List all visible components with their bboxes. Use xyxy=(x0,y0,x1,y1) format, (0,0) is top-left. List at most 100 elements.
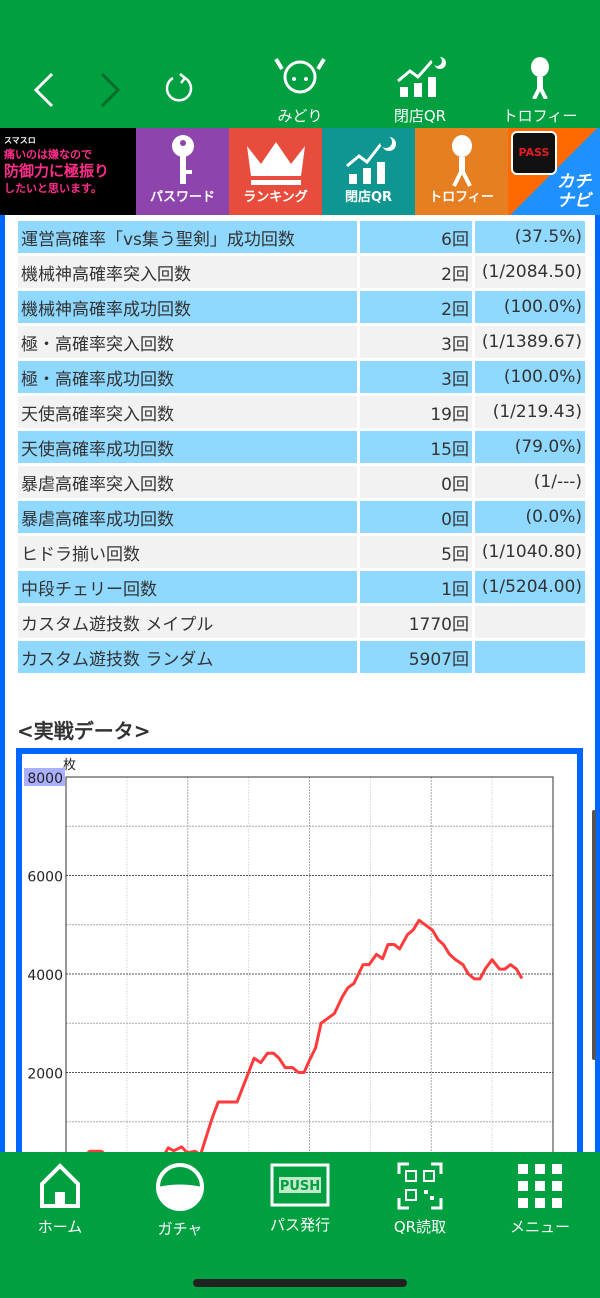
topbar-label: トロフィー xyxy=(502,107,578,125)
topbar-item-trophy[interactable]: トロフィー xyxy=(490,55,590,126)
banner-password[interactable]: パスワード xyxy=(136,128,229,215)
cell-label: 機械神高確率突入回数 xyxy=(18,256,357,288)
bottom-nav-menu[interactable]: メニュー xyxy=(480,1162,600,1237)
table-row: 天使高確率突入回数 19回 (1/219.43) xyxy=(18,396,585,428)
bottom-nav-qr-read[interactable]: QR読取 xyxy=(360,1162,480,1237)
cell-label: カスタム遊技数 ランダム xyxy=(18,641,357,673)
home-icon xyxy=(40,1163,80,1208)
chart-moon-icon xyxy=(345,136,396,184)
bottom-nav: ホーム ガチャ PUSH パス発行 QR読取 メニュー xyxy=(0,1152,600,1298)
banner-closing-qr[interactable]: 閉店QR xyxy=(322,128,415,215)
banner-label: 閉店QR xyxy=(344,190,393,205)
cell-count: 2回 xyxy=(360,291,472,323)
cell-rate: (1/219.43) xyxy=(475,396,585,428)
logo-text: 痛いのは嫌なので xyxy=(4,148,92,161)
reload-icon[interactable] xyxy=(163,72,195,113)
cell-count: 3回 xyxy=(360,326,472,358)
table-row: 運営高確率「vs集う聖剣」成功回数 6回 (37.5%) xyxy=(18,221,585,253)
cell-count: 3回 xyxy=(360,361,472,393)
bottom-nav-label: パス発行 xyxy=(269,1216,330,1234)
banner-kachinavi[interactable]: PASS カチナビ xyxy=(508,128,600,215)
bottom-nav-pass-issue[interactable]: PUSH パス発行 xyxy=(240,1162,360,1235)
cell-label: 運営高確率「vs集う聖剣」成功回数 xyxy=(18,221,357,253)
chevron-left-icon[interactable] xyxy=(32,70,56,119)
chart-frame xyxy=(16,748,583,1168)
table-row: 天使高確率成功回数 15回 (79.0%) xyxy=(18,431,585,463)
cell-label: 機械神高確率成功回数 xyxy=(18,291,357,323)
tick-highlight xyxy=(24,768,65,786)
cell-rate: (79.0%) xyxy=(475,431,585,463)
y-tick-label: 6000 xyxy=(27,870,63,886)
logo-text: 防御力に極振り xyxy=(4,162,110,180)
logo-text: スマスロ xyxy=(4,136,36,145)
pass-badge: PASS xyxy=(511,131,557,175)
actual-data-chart: 8000 6000 4000 2000 枚 xyxy=(24,758,554,1170)
cell-label: ヒドラ揃い回数 xyxy=(18,536,357,568)
y-tick-label: 8000 xyxy=(27,771,63,787)
topbar-item-midori[interactable]: みどり xyxy=(250,55,350,126)
top-bar: みどり 閉店QR トロフィー xyxy=(0,0,600,128)
y-tick-label: 2000 xyxy=(27,1067,63,1083)
banner-label: トロフィー xyxy=(429,190,494,205)
push-badge-text: PUSH xyxy=(280,1179,320,1194)
cell-count: 19回 xyxy=(360,396,472,428)
topbar-label: みどり xyxy=(277,107,323,125)
table-row: カスタム遊技数 メイプル 1770回 xyxy=(18,606,585,638)
cell-rate: (1/2084.50) xyxy=(475,256,585,288)
bottom-nav-label: メニュー xyxy=(509,1218,570,1236)
cell-rate: (1/1389.67) xyxy=(475,326,585,358)
cell-rate: (1/---) xyxy=(475,466,585,498)
grid-menu-icon xyxy=(518,1164,562,1208)
y-tick-label: 4000 xyxy=(27,968,63,984)
alien-icon xyxy=(451,135,472,187)
cell-rate: (1/1040.80) xyxy=(475,536,585,568)
push-icon: PUSH xyxy=(270,1163,330,1207)
kachinavi-logo: カチナビ xyxy=(557,172,591,211)
bottom-nav-label: QR読取 xyxy=(393,1218,447,1236)
shortcut-banner: スマスロ 痛いのは嫌なので 防御力に極振り したいと思います。 パスワード ラン… xyxy=(0,128,600,215)
table-row: 極・高確率突入回数 3回 (1/1389.67) xyxy=(18,326,585,358)
alien-icon xyxy=(531,57,549,100)
bottom-nav-home[interactable]: ホーム xyxy=(0,1162,120,1237)
cell-count: 6回 xyxy=(360,221,472,253)
topbar-item-closing-qr[interactable]: 閉店QR xyxy=(370,55,470,126)
chevron-right-icon[interactable] xyxy=(98,70,122,119)
y-axis-unit: 枚 xyxy=(63,758,76,773)
gacha-icon xyxy=(156,1163,204,1211)
table-row: 極・高確率成功回数 3回 (100.0%) xyxy=(18,361,585,393)
bottom-nav-gacha[interactable]: ガチャ xyxy=(120,1162,240,1239)
cell-count: 1770回 xyxy=(360,606,472,638)
cell-rate xyxy=(475,606,585,638)
cell-count: 1回 xyxy=(360,571,472,603)
banner-label: パスワード xyxy=(149,190,215,205)
banner-trophy[interactable]: トロフィー xyxy=(415,128,508,215)
table-row: 中段チェリー回数 1回 (1/5204.00) xyxy=(18,571,585,603)
plot-border xyxy=(65,776,554,1170)
scrollbar[interactable] xyxy=(592,810,596,1060)
qr-icon xyxy=(397,1162,443,1210)
home-indicator xyxy=(193,1279,407,1287)
logo-text: したいと思います。 xyxy=(4,182,102,195)
banner-ranking[interactable]: ランキング xyxy=(229,128,322,215)
table-row: 機械神高確率成功回数 2回 (100.0%) xyxy=(18,291,585,323)
cell-label: 極・高確率成功回数 xyxy=(18,361,357,393)
table-row: 機械神高確率突入回数 2回 (1/2084.50) xyxy=(18,256,585,288)
character-icon xyxy=(274,57,326,94)
cell-count: 0回 xyxy=(360,466,472,498)
cell-rate: (0.0%) xyxy=(475,501,585,533)
data-line xyxy=(65,918,524,1170)
cell-rate: (100.0%) xyxy=(475,291,585,323)
content-area: 運営高確率「vs集う聖剣」成功回数 6回 (37.5%) 機械神高確率突入回数 2回 (1… xyxy=(0,215,600,1168)
banner-label: ランキング xyxy=(243,190,308,205)
cell-label: 暴虐高確率突入回数 xyxy=(18,466,357,498)
cell-rate: (37.5%) xyxy=(475,221,585,253)
cell-label: 極・高確率突入回数 xyxy=(18,326,357,358)
cell-rate: (100.0%) xyxy=(475,361,585,393)
table-row: カスタム遊技数 ランダム 5907回 xyxy=(18,641,585,673)
chart-moon-icon xyxy=(397,56,446,97)
game-logo[interactable]: スマスロ 痛いのは嫌なので 防御力に極振り したいと思います。 xyxy=(0,128,136,215)
key-icon xyxy=(171,135,194,184)
cell-label: 天使高確率突入回数 xyxy=(18,396,357,428)
cell-count: 15回 xyxy=(360,431,472,463)
stats-table: 運営高確率「vs集う聖剣」成功回数 6回 (37.5%) 機械神高確率突入回数 2回 (1… xyxy=(15,218,588,676)
